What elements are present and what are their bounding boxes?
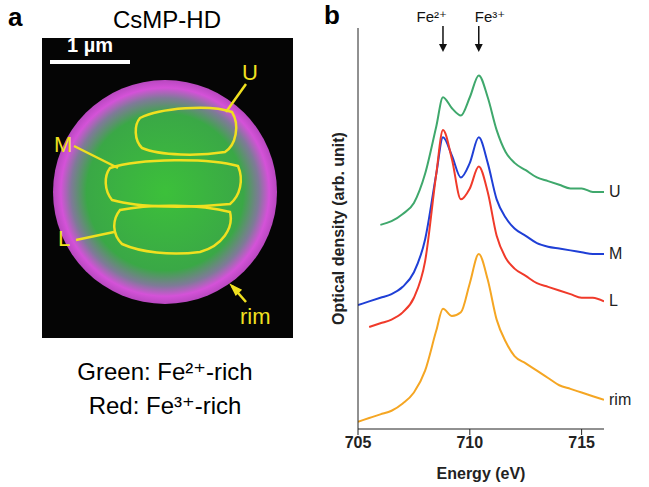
svg-text:Energy (eV): Energy (eV) (437, 465, 526, 482)
svg-text:L: L (609, 292, 618, 309)
svg-text:1 µm: 1 µm (67, 34, 113, 56)
svg-text:b: b (324, 0, 340, 30)
svg-text:U: U (242, 60, 258, 85)
svg-text:Fe²⁺: Fe²⁺ (417, 8, 447, 25)
svg-text:CsMP-HD: CsMP-HD (113, 6, 221, 33)
svg-text:U: U (609, 183, 621, 200)
svg-text:M: M (609, 245, 622, 262)
svg-text:a: a (8, 2, 23, 32)
svg-text:705: 705 (345, 434, 372, 451)
svg-text:rim: rim (609, 391, 631, 408)
svg-text:M: M (54, 132, 72, 157)
svg-text:715: 715 (568, 434, 595, 451)
svg-text:Green: Fe²⁺-rich: Green: Fe²⁺-rich (77, 358, 252, 385)
svg-text:Red: Fe³⁺-rich: Red: Fe³⁺-rich (89, 392, 242, 419)
svg-text:L: L (58, 226, 70, 251)
svg-text:rim: rim (240, 304, 271, 329)
svg-text:Optical density (arb. unit): Optical density (arb. unit) (330, 132, 347, 325)
svg-text:710: 710 (456, 434, 483, 451)
svg-text:Fe³⁺: Fe³⁺ (475, 8, 505, 25)
